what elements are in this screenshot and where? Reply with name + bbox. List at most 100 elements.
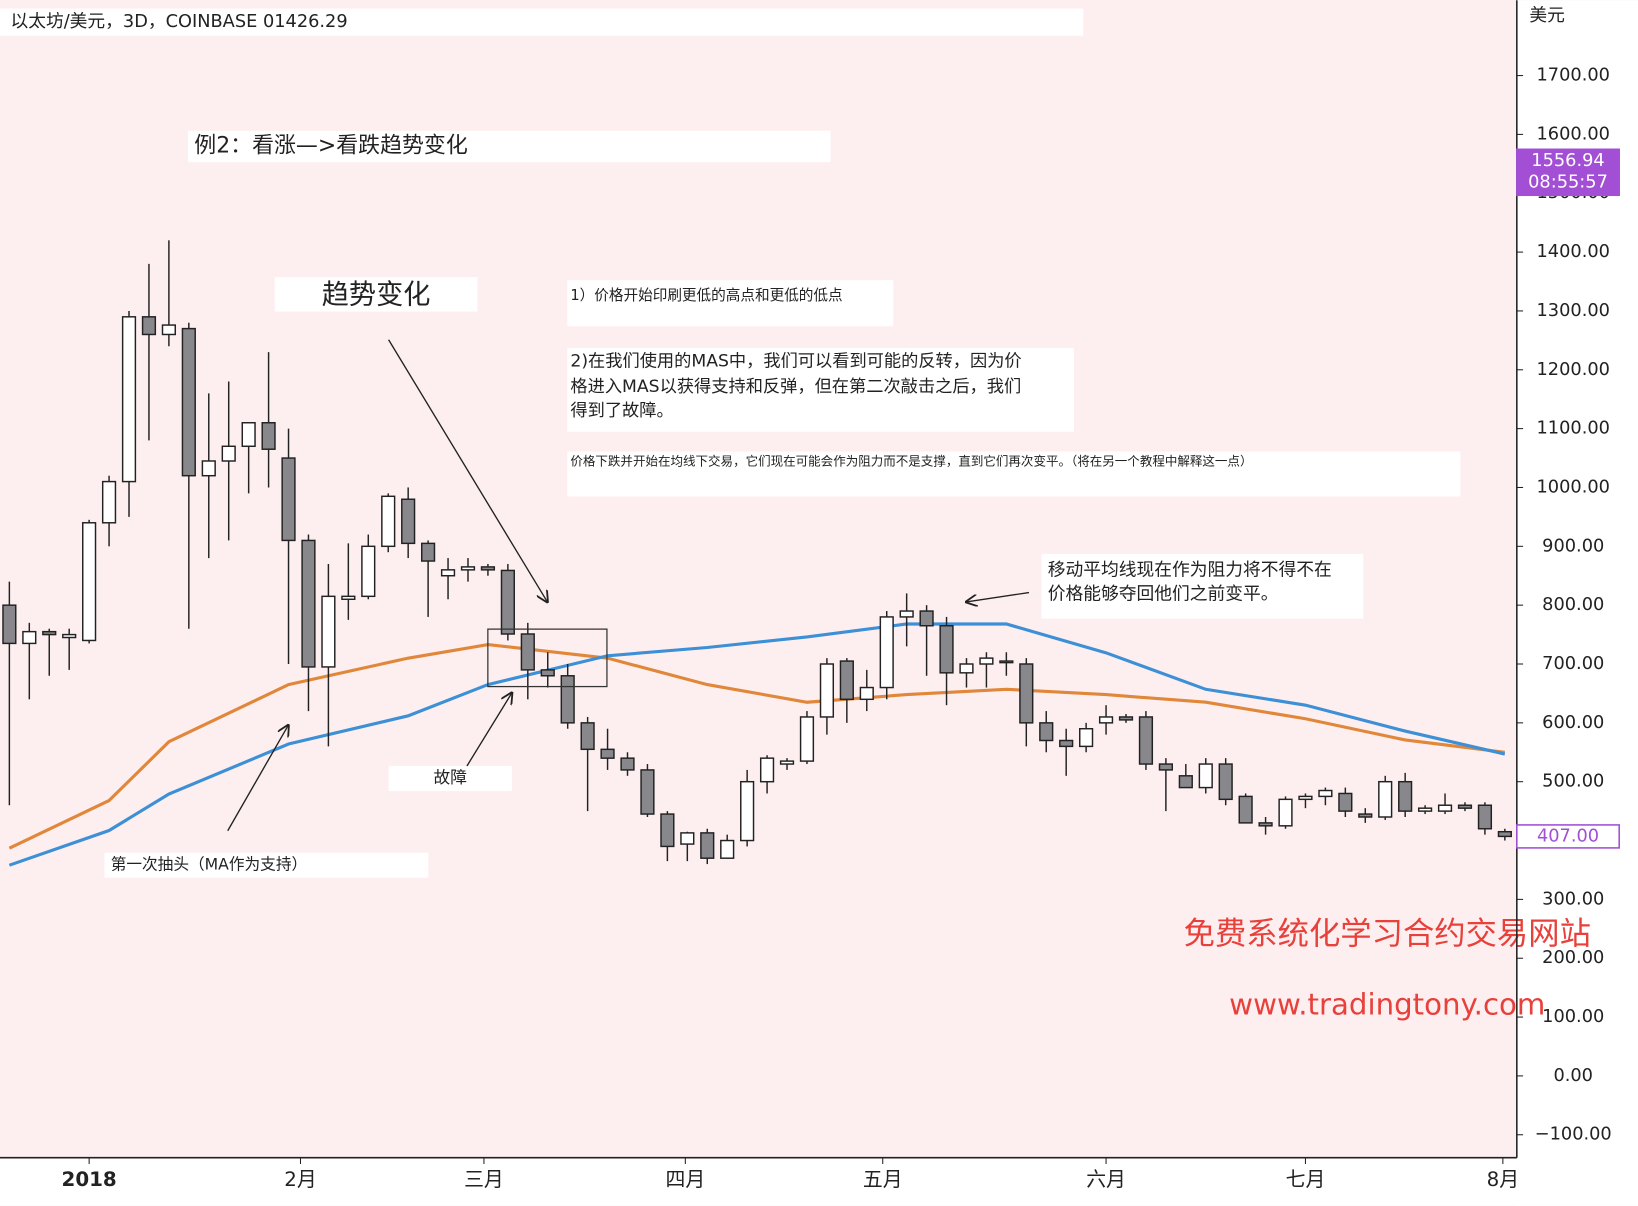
candle-body	[1039, 722, 1054, 742]
watermark: 免费系统化学习合约交易网站	[1184, 916, 1591, 952]
candle-body	[101, 480, 117, 524]
chart-title: 以太坊/美元，3D，COINBASE 01426.29	[10, 11, 347, 32]
note-box	[274, 277, 478, 312]
candle-body	[1378, 780, 1393, 818]
candle-body	[141, 316, 157, 336]
candle-body	[500, 569, 515, 635]
arrow	[966, 591, 1030, 602]
candle-body	[879, 616, 894, 689]
candle-body	[640, 769, 655, 815]
candle-body	[799, 716, 815, 762]
candle-body	[999, 660, 1014, 664]
candle-body	[381, 495, 396, 548]
moving-average	[8, 622, 1506, 867]
candle-body	[1138, 716, 1154, 765]
y-tick-label: 900.00	[1542, 536, 1604, 556]
y-tick-label: 1000.00	[1537, 477, 1610, 497]
candle-body	[480, 566, 496, 571]
y-tick-label: 500.00	[1542, 772, 1604, 792]
y-tick-label: 0.00	[1553, 1066, 1593, 1086]
price-badge-label: 1556.94	[1531, 151, 1604, 171]
candle-body	[740, 780, 755, 842]
candle-body	[1437, 804, 1453, 812]
candle-body	[1198, 763, 1213, 789]
annotation-layer: 以太坊/美元，3D，COINBASE 01426.29 例2：看涨—>看跌趋势变…	[0, 5, 1591, 1022]
y-tick-label: 600.00	[1542, 713, 1604, 733]
note: 得到了故障。	[570, 401, 673, 421]
candle-body	[361, 545, 376, 598]
candle-body	[1178, 775, 1193, 789]
candle-body	[2, 604, 17, 645]
candle-body	[42, 630, 57, 636]
note-box	[567, 348, 1074, 432]
y-tick-label: −100.00	[1535, 1125, 1612, 1145]
candle-body	[1238, 795, 1253, 824]
candle-body	[241, 422, 256, 448]
candle-body	[62, 633, 77, 639]
note-box	[104, 852, 429, 878]
candle-body	[420, 542, 436, 562]
arrow	[466, 693, 512, 767]
note: 故障	[434, 767, 467, 787]
candle-body	[1278, 798, 1293, 827]
y-tick-label: 1200.00	[1537, 360, 1610, 380]
candle-body	[700, 832, 715, 859]
candle-body	[600, 748, 615, 759]
moving-average	[8, 642, 1506, 850]
note: 移动平均线现在作为阻力将不得不在	[1048, 560, 1332, 581]
candle-body	[1298, 795, 1313, 801]
watermark-url: www.tradingtony.com	[1229, 988, 1545, 1022]
candle-body	[1118, 716, 1134, 721]
candle-body	[161, 324, 177, 336]
candle-body	[939, 625, 954, 674]
y-tick-label: 700.00	[1542, 654, 1604, 674]
note: 价格能够夺回他们之前变平。	[1048, 584, 1279, 605]
x-tick-label: 2月	[284, 1168, 316, 1191]
candle-body	[779, 760, 795, 765]
y-tick-label: 100.00	[1542, 1007, 1604, 1027]
candle-body	[1258, 822, 1273, 827]
candle-body	[819, 663, 835, 718]
candle-body	[201, 460, 216, 477]
x-tick-label: 七月	[1286, 1168, 1326, 1191]
arrow	[388, 339, 548, 602]
time-axis-panel	[0, 1157, 1638, 1206]
candle-body	[1019, 663, 1034, 724]
candle-body	[839, 660, 854, 701]
candle-body	[401, 498, 416, 545]
candle-body	[1079, 728, 1094, 748]
price-badge-label: 407.00	[1537, 826, 1599, 846]
candle-body	[181, 327, 196, 477]
trend-change-label: 趋势变化	[322, 279, 431, 310]
candle-body	[759, 757, 775, 783]
x-tick-label: 8月	[1487, 1168, 1519, 1191]
x-tick-label: 三月	[464, 1168, 504, 1191]
candle-body	[82, 522, 97, 642]
highlight-box	[487, 628, 608, 688]
candle-body	[540, 669, 555, 677]
candle-body	[959, 663, 974, 674]
note-box	[388, 765, 512, 792]
y-tick-label: 800.00	[1542, 595, 1604, 615]
y-axis-label: 美元	[1529, 5, 1565, 26]
candle-body	[560, 675, 575, 724]
note: 1）价格开始印刷更低的高点和更低的低点	[570, 287, 842, 304]
candle-body	[1417, 807, 1433, 812]
note: 第一次抽头（MA作为支持）	[111, 855, 307, 874]
candle-body	[1497, 830, 1512, 838]
candle-body	[859, 686, 874, 701]
candle-body	[660, 813, 675, 848]
x-tick-label: 四月	[666, 1168, 706, 1191]
price-axis-panel	[1516, 0, 1638, 1206]
x-tick-label: 2018	[62, 1168, 117, 1191]
candle-body	[1338, 792, 1353, 812]
candle-body	[1158, 763, 1173, 771]
candle-body	[1457, 804, 1473, 809]
candle-body	[341, 595, 356, 601]
x-tick-label: 五月	[863, 1168, 903, 1191]
x-tick-label: 六月	[1086, 1168, 1126, 1191]
candle-body	[440, 569, 456, 577]
title-box	[0, 8, 1084, 36]
